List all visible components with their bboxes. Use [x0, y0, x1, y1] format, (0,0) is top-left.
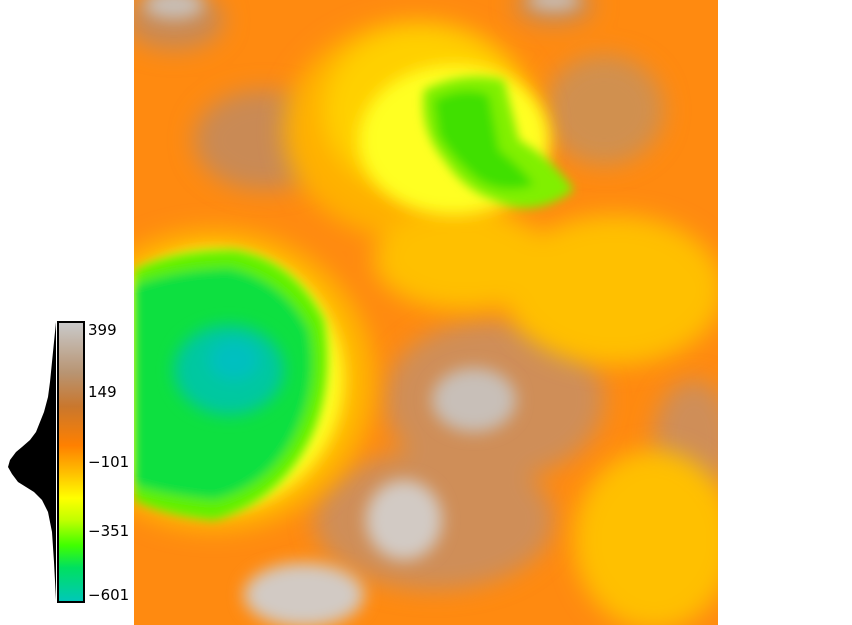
grey-peaks — [144, 0, 580, 625]
colorbar-tick-label: 399 — [88, 321, 117, 339]
terrain-map-svg — [134, 0, 718, 625]
colorbar-tick-label: −351 — [88, 522, 130, 540]
colorbar-tick-label: 149 — [88, 383, 117, 401]
teal-minimum — [174, 325, 284, 415]
terrain-heatmap[interactable] — [134, 0, 718, 625]
value-histogram — [8, 322, 56, 600]
colorbar — [57, 321, 85, 603]
colorbar-tick-label: −601 — [88, 586, 130, 604]
colorbar-tick-label: −101 — [88, 453, 130, 471]
